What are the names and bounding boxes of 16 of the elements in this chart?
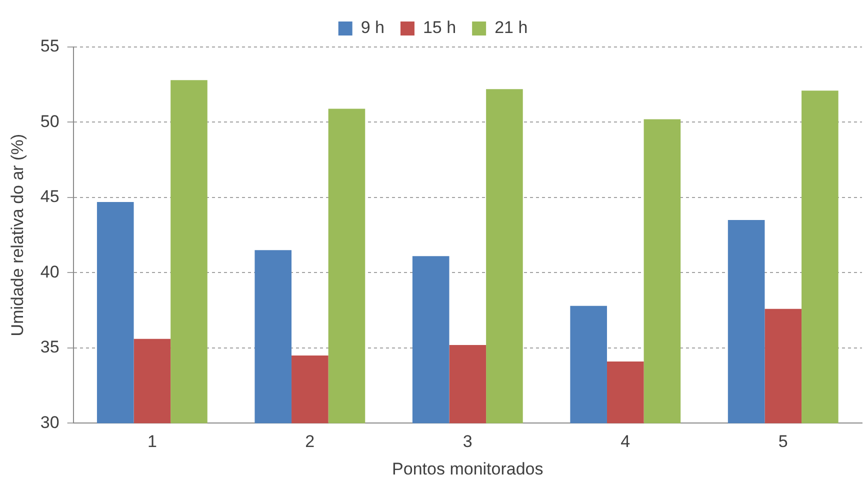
y-tick-label: 50 xyxy=(40,112,60,131)
legend-label: 21 h xyxy=(494,18,528,38)
y-tick-label: 40 xyxy=(40,262,60,282)
x-tick-label: 4 xyxy=(620,432,630,452)
x-tick-label: 3 xyxy=(462,432,472,452)
x-tick-label: 2 xyxy=(305,432,315,452)
x-tick-label: 1 xyxy=(147,432,157,452)
y-tick-label: 35 xyxy=(40,338,60,357)
x-tick-label: 5 xyxy=(778,432,788,452)
y-tick-label: 45 xyxy=(40,187,60,206)
legend-label: 15 h xyxy=(422,18,456,38)
legend-label: 9 h xyxy=(360,18,384,38)
y-tick-label: 30 xyxy=(40,412,60,432)
x-axis-title: Pontos monitorados xyxy=(392,459,544,478)
y-tick-label: 55 xyxy=(40,36,60,56)
y-axis-title: Umidade relativa do ar (%) xyxy=(8,134,27,336)
